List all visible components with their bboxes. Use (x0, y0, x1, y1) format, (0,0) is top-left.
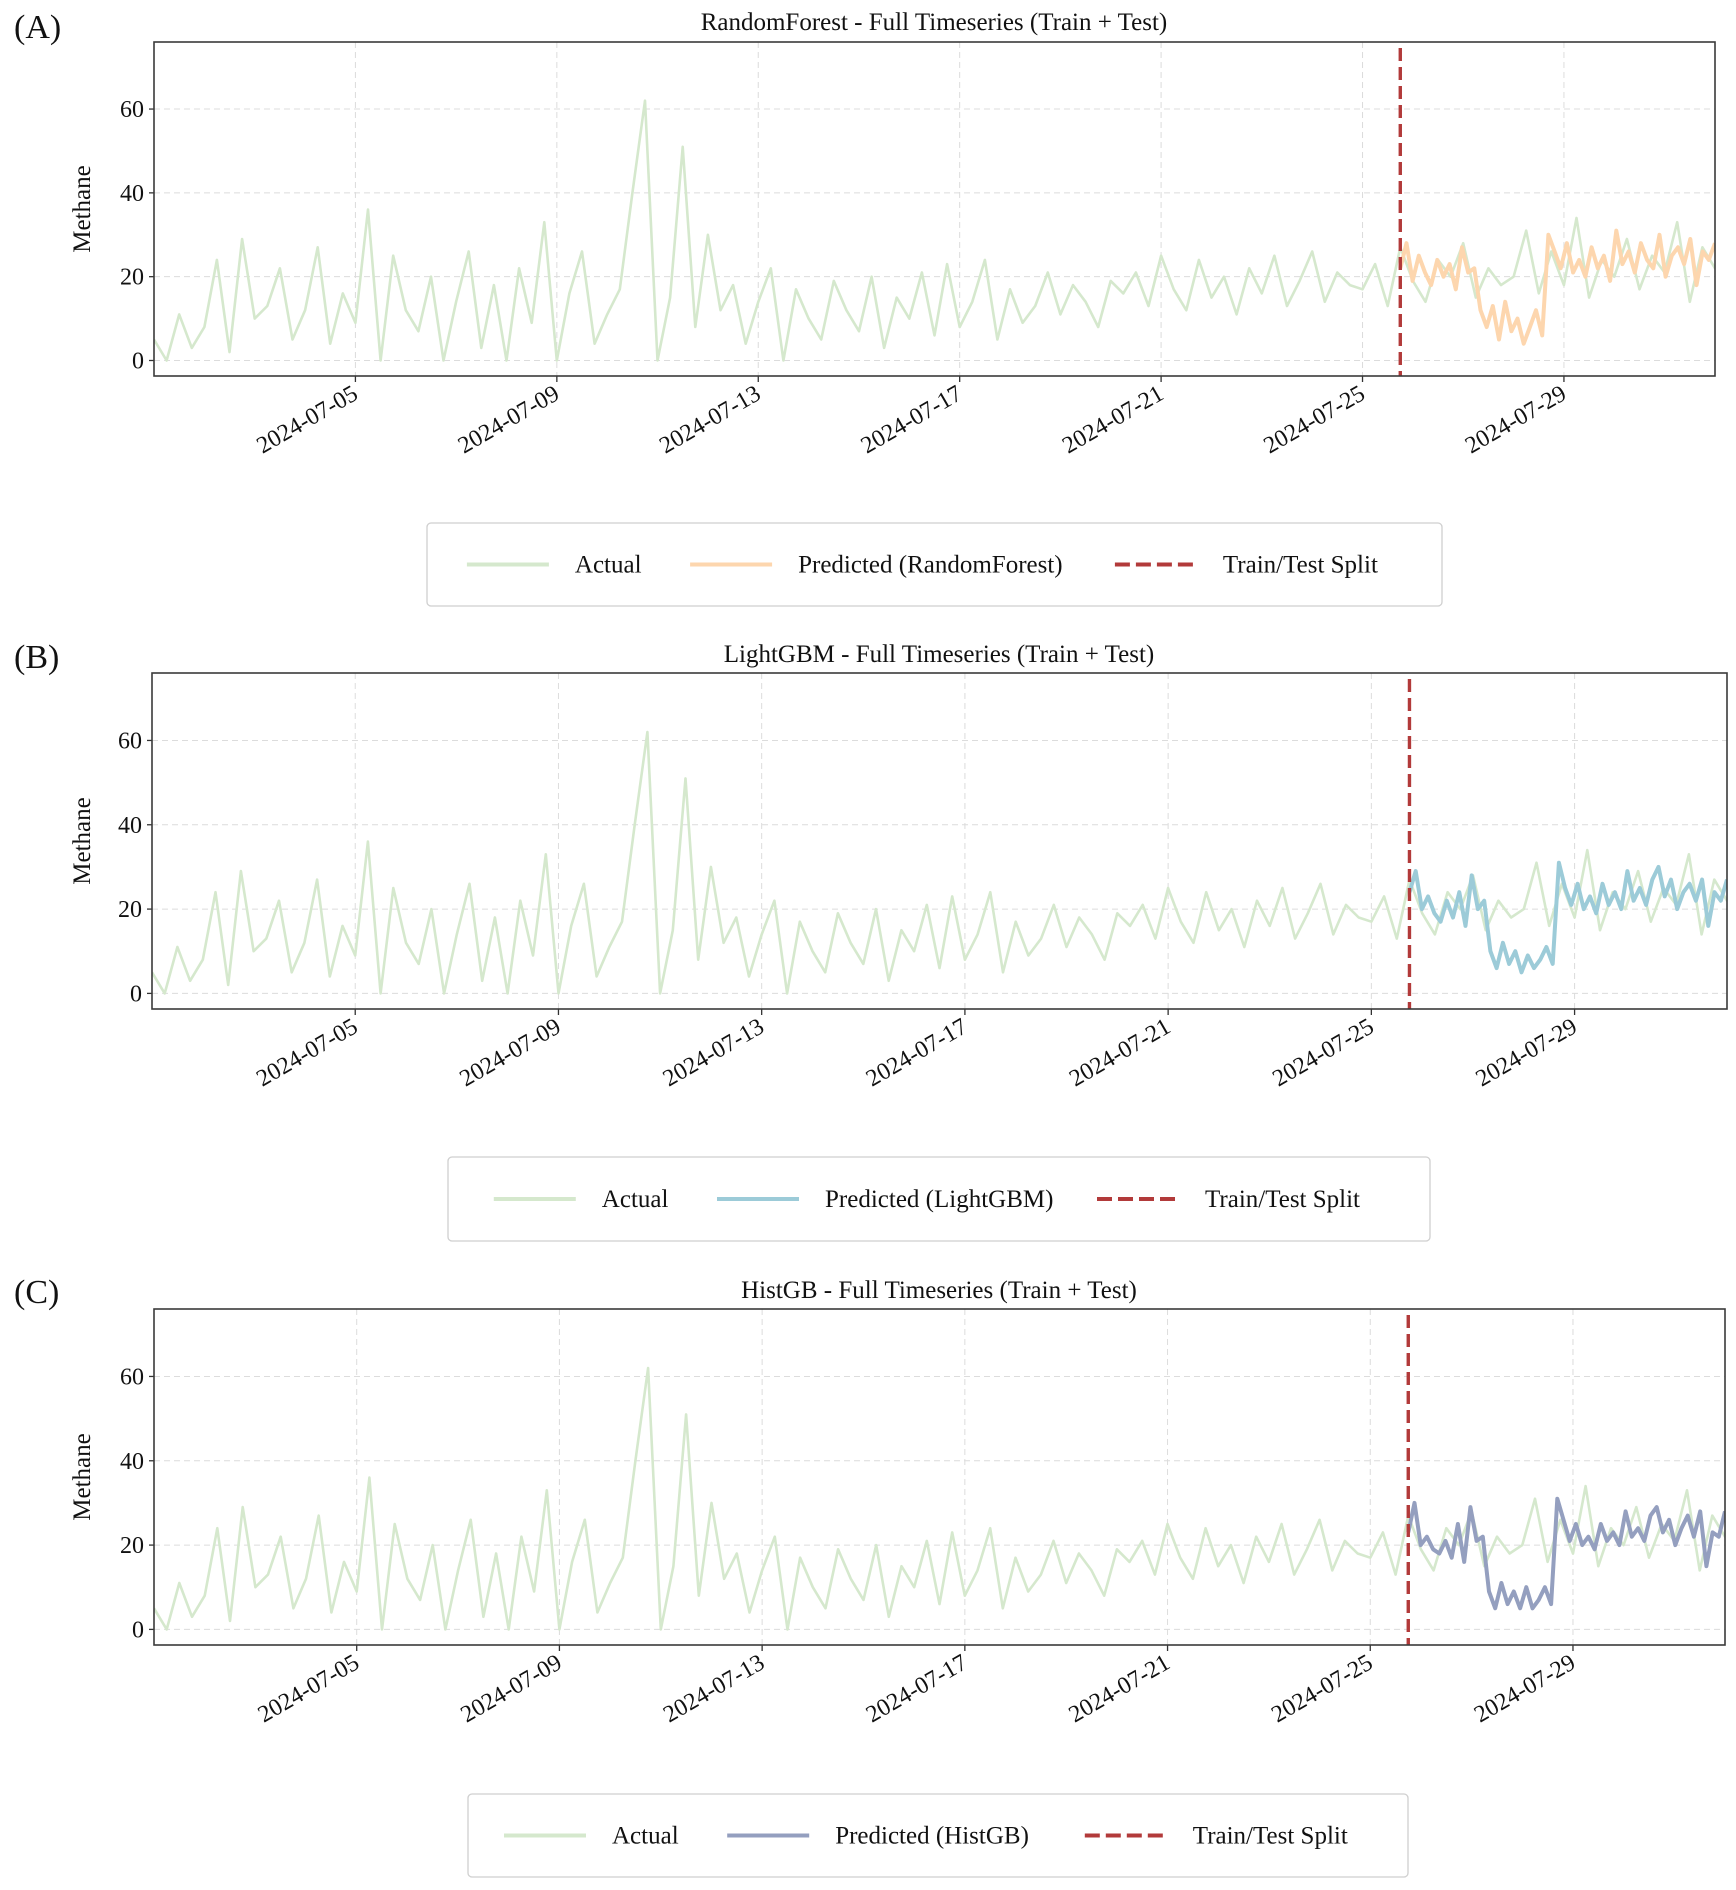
plot-area (147, 672, 1728, 1015)
x-tick-label: 2024-07-21 (1058, 381, 1168, 460)
panel-label: (A) (14, 9, 61, 46)
plot-area (149, 41, 1716, 382)
x-tick-label: 2024-07-29 (1470, 1650, 1580, 1729)
legend-item-predicted: Predicted (RandomForest) (690, 552, 1063, 579)
x-tick-label: 2024-07-25 (1260, 381, 1370, 460)
legend-box (447, 1156, 1431, 1242)
legend: Actual Predicted (RandomForest) Train/Test… (426, 522, 1443, 607)
legend-item-split: Train/Test Split (1114, 552, 1378, 579)
legend: Actual Predicted (HistGB) Train/Test Split (467, 1793, 1409, 1878)
legend-label: Train/Test Split (1205, 1186, 1360, 1213)
legend-item-actual: Actual (466, 552, 642, 579)
x-tick-label: 2024-07-13 (659, 1014, 769, 1093)
y-axis-label: Methane (69, 797, 96, 884)
x-tick-label: 2024-07-21 (1065, 1014, 1175, 1093)
y-tick-label: 60 (118, 728, 142, 754)
panel-label: (B) (14, 639, 59, 676)
panel-a: (A) RandomForest - Full Timeseries (Trai… (14, 9, 1716, 607)
panel-b: (B) LightGBM - Full Timeseries (Train + … (14, 639, 1728, 1242)
chart-title: RandomForest - Full Timeseries (Train + … (701, 9, 1168, 36)
chart-title: LightGBM - Full Timeseries (Train + Test… (724, 641, 1154, 668)
y-tick-label: 20 (120, 265, 144, 291)
legend-label: Actual (575, 552, 642, 579)
axes-frame (153, 1308, 1726, 1646)
actual-series-line (152, 730, 1727, 995)
y-tick-label: 60 (120, 1364, 144, 1390)
legend-box (467, 1793, 1409, 1878)
panel-c: (C) HistGB - Full Timeseries (Train + Te… (14, 1274, 1726, 1878)
plot-area (149, 1308, 1726, 1651)
predicted-series-line (1407, 860, 1727, 975)
actual-series-line (154, 1366, 1725, 1631)
x-tick-label: 2024-07-29 (1472, 1014, 1582, 1093)
legend-label: Actual (612, 1823, 679, 1850)
x-tick-label: 2024-07-09 (455, 1014, 565, 1093)
x-tick-label: 2024-07-21 (1065, 1650, 1175, 1729)
y-tick-label: 40 (118, 813, 142, 839)
legend-box (426, 522, 1443, 607)
legend-label: Train/Test Split (1223, 552, 1378, 579)
legend-item-split: Train/Test Split (1084, 1823, 1348, 1850)
legend-label: Predicted (LightGBM) (825, 1186, 1053, 1213)
y-axis-label: Methane (69, 165, 96, 252)
x-tick-label: 2024-07-09 (454, 381, 564, 460)
x-tick-label: 2024-07-17 (857, 381, 967, 460)
x-tick-label: 2024-07-13 (655, 381, 765, 460)
y-tick-label: 40 (120, 181, 144, 207)
y-tick-label: 40 (120, 1449, 144, 1475)
axes-frame (153, 41, 1716, 377)
predicted-series-line (1398, 228, 1715, 346)
legend-label: Predicted (HistGB) (835, 1823, 1029, 1850)
y-tick-label: 20 (120, 1533, 144, 1559)
x-tick-label: 2024-07-13 (659, 1650, 769, 1729)
x-tick-label: 2024-07-05 (254, 1650, 364, 1729)
y-tick-label: 0 (132, 348, 144, 374)
actual-series-line (154, 99, 1715, 362)
x-tick-label: 2024-07-25 (1267, 1650, 1377, 1729)
x-tick-label: 2024-07-17 (862, 1650, 972, 1729)
panel-label: (C) (14, 1274, 59, 1311)
legend-label: Actual (602, 1186, 669, 1213)
x-tick-label: 2024-07-29 (1461, 381, 1571, 460)
legend-item-split: Train/Test Split (1097, 1186, 1360, 1213)
legend-label: Train/Test Split (1193, 1823, 1348, 1850)
legend-item-predicted: Predicted (LightGBM) (717, 1186, 1053, 1213)
legend-item-predicted: Predicted (HistGB) (727, 1823, 1029, 1850)
x-tick-label: 2024-07-05 (252, 1014, 362, 1093)
predicted-series-line (1406, 1496, 1725, 1611)
x-tick-label: 2024-07-17 (862, 1014, 972, 1093)
y-tick-label: 20 (118, 897, 142, 923)
legend-item-actual: Actual (504, 1823, 679, 1850)
y-tick-label: 0 (130, 981, 142, 1007)
y-tick-label: 60 (120, 97, 144, 123)
y-tick-label: 0 (132, 1617, 144, 1643)
y-axis-label: Methane (69, 1433, 96, 1520)
legend: Actual Predicted (LightGBM) Train/Test Spl… (447, 1156, 1431, 1242)
legend-label: Predicted (RandomForest) (798, 552, 1063, 579)
axes-frame (151, 672, 1728, 1010)
legend-item-actual: Actual (493, 1186, 669, 1213)
x-tick-label: 2024-07-09 (456, 1650, 566, 1729)
x-tick-label: 2024-07-05 (252, 381, 362, 460)
chart-title: HistGB - Full Timeseries (Train + Test) (741, 1277, 1137, 1304)
x-tick-label: 2024-07-25 (1268, 1014, 1378, 1093)
